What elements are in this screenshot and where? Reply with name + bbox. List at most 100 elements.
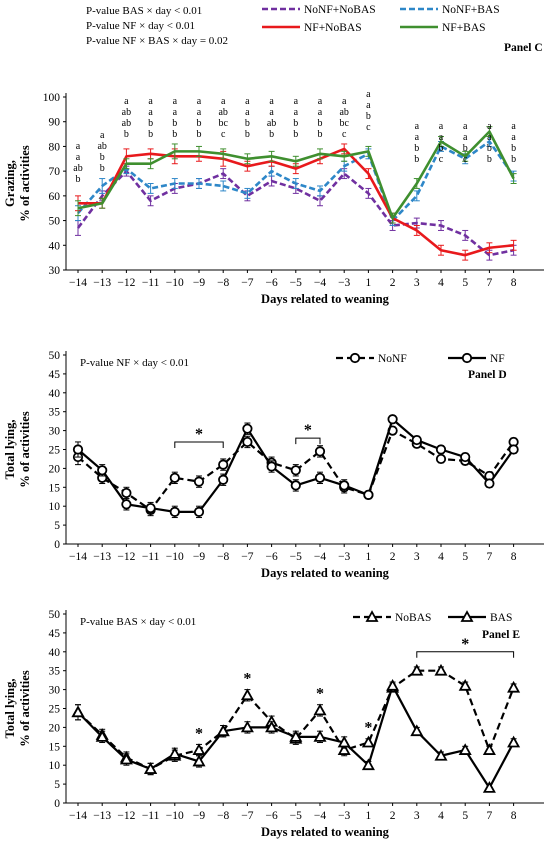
data-point	[290, 465, 301, 476]
data-point	[434, 748, 448, 761]
chart-panel-1: 30 40 50 60 70 80 90 100 −14 −13 −12 −11 −10 −9 −8 −7 −6…	[3, 4, 544, 306]
series-line	[76, 169, 514, 257]
x-tick-label: 3	[414, 551, 420, 563]
data-point	[240, 688, 254, 701]
x-tick-label: −10	[166, 810, 184, 822]
significance-star: *	[195, 426, 203, 443]
y-tick-label: 15	[49, 482, 61, 494]
group-letter: a	[366, 89, 371, 100]
group-letter: a	[463, 121, 468, 132]
y-tick-label: 0	[54, 798, 60, 810]
y-tick-label: 10	[49, 501, 61, 513]
group-letter: a	[124, 96, 129, 107]
legend-item: NoNF+BAS	[400, 4, 500, 16]
y-tick-label: 60	[49, 191, 61, 203]
x-tick-label: 8	[511, 810, 517, 822]
y-tick-label: 10	[49, 760, 61, 772]
x-tick-label: −10	[166, 551, 184, 563]
x-tick-label: −9	[193, 551, 205, 563]
group-letter: a	[221, 96, 226, 107]
x-tick-label: 8	[511, 551, 517, 563]
x-tick-label: −4	[314, 277, 326, 289]
x-tick-label: 7	[487, 551, 493, 563]
data-point	[484, 478, 495, 489]
x-tick-label: 1	[366, 810, 372, 822]
data-point	[337, 743, 351, 755]
y-tick-label: 50	[49, 609, 61, 621]
data-point	[97, 465, 108, 476]
x-tick-label: −9	[193, 810, 205, 822]
x-tick-label: 3	[414, 277, 420, 289]
group-letter: c	[439, 154, 444, 165]
data-point	[119, 752, 133, 765]
data-point	[289, 729, 303, 742]
x-tick-label: 1	[366, 277, 372, 289]
data-point	[434, 663, 448, 676]
group-letter: b	[511, 154, 516, 165]
legend-label: NF+BAS	[442, 22, 486, 34]
significance-bracket	[295, 437, 321, 445]
group-letter: b	[172, 129, 177, 140]
x-tick-label: 5	[462, 551, 468, 563]
data-point	[458, 678, 472, 691]
data-point	[240, 720, 254, 733]
group-letter: a	[294, 96, 299, 107]
data-point	[169, 472, 180, 483]
series-bas	[71, 678, 521, 793]
group-letter: b	[100, 152, 105, 163]
x-tick-label: −5	[290, 277, 302, 289]
y-axis-title: % of activities	[18, 411, 32, 488]
x-tick-label: 2	[390, 551, 396, 563]
legend-item: NF	[448, 352, 505, 365]
data-point	[387, 414, 398, 425]
p-value-note: P-value NF × day < 0.01	[80, 357, 189, 369]
x-tick-label: −13	[93, 277, 111, 289]
data-point	[216, 724, 230, 737]
y-tick-label: 90	[49, 117, 61, 129]
significance-star: *	[304, 422, 312, 439]
significance-star: *	[195, 725, 203, 742]
p-value-note: P-value NF × BAS × day = 0.02	[86, 35, 228, 47]
y-tick-label: 30	[49, 426, 61, 438]
group-letter: a	[487, 121, 492, 132]
legend-label: NoBAS	[395, 612, 431, 624]
group-letter: ab	[218, 107, 227, 118]
x-tick-label: 8	[511, 277, 517, 289]
x-axis-title: Days related to weaning	[261, 566, 390, 580]
group-letter: b	[463, 143, 468, 154]
group-letter: b	[293, 129, 298, 140]
y-tick-label: 5	[54, 779, 60, 791]
group-letter: a	[463, 132, 468, 143]
y-tick-label: 0	[54, 539, 60, 551]
group-letter: a	[415, 121, 420, 132]
group-letter: ab	[267, 118, 276, 129]
data-point	[121, 487, 132, 499]
x-tick-label: −14	[69, 277, 87, 289]
group-letter: a	[318, 96, 323, 107]
group-letter: bc	[339, 118, 349, 129]
x-tick-label: −8	[217, 277, 229, 289]
y-tick-label: 30	[49, 265, 61, 277]
data-point	[168, 747, 182, 759]
p-value-note: P-value BAS × day < 0.01	[86, 5, 202, 17]
x-tick-label: −8	[217, 551, 229, 563]
group-letter: a	[487, 132, 492, 143]
y-tick-label: 45	[49, 628, 61, 640]
panel-label: Panel D	[468, 369, 507, 381]
y-axis-title: Grazing,	[3, 160, 17, 207]
group-letter: a	[415, 132, 420, 143]
group-letter: a	[245, 96, 250, 107]
x-axis-title: Days related to weaning	[261, 292, 390, 306]
group-letter: b	[76, 174, 81, 185]
data-point	[145, 502, 156, 514]
group-letter: c	[463, 154, 468, 165]
data-point	[314, 446, 326, 457]
x-tick-label: 4	[438, 277, 444, 289]
data-point	[218, 474, 229, 485]
x-tick-label: 2	[390, 810, 396, 822]
series-line	[77, 130, 515, 220]
group-letter: a	[511, 121, 516, 132]
data-point	[410, 663, 424, 676]
legend-label: BAS	[490, 612, 512, 624]
